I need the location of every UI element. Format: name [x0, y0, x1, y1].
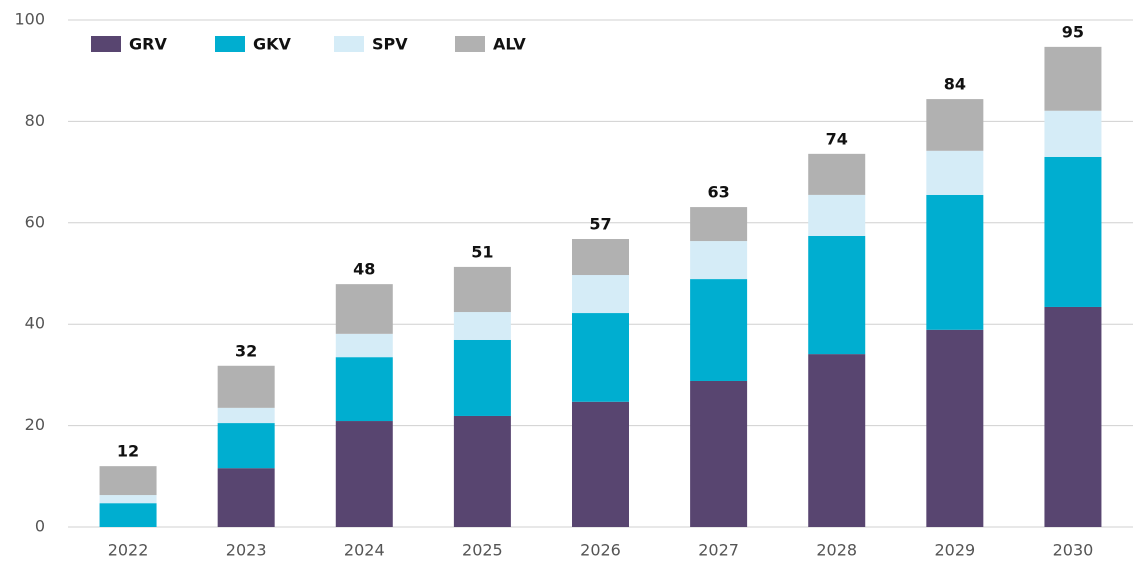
bar-segment — [217, 407, 275, 424]
bar-segment — [335, 333, 393, 358]
bar-segment — [808, 354, 866, 527]
bar-segment — [808, 153, 866, 195]
legend-label: GRV — [129, 35, 167, 54]
bar-segment — [808, 194, 866, 236]
legend-label: GKV — [253, 35, 292, 54]
y-tick-label: 40 — [25, 314, 45, 333]
legend-label: ALV — [493, 35, 526, 54]
x-tick-label: 2026 — [580, 541, 621, 560]
bar-segment — [99, 503, 157, 527]
bar-segment — [217, 423, 275, 469]
bar-segment — [335, 357, 393, 422]
x-tick-label: 2024 — [344, 541, 385, 560]
y-tick-label: 20 — [25, 415, 45, 434]
bar-segment — [453, 266, 511, 313]
legend-swatch — [215, 36, 245, 52]
total-label: 74 — [826, 129, 848, 148]
bar-segment — [1044, 306, 1102, 527]
bar-segment — [572, 313, 629, 402]
bar-segment — [217, 468, 275, 527]
y-tick-label: 100 — [14, 10, 45, 29]
bar-segment — [453, 415, 511, 527]
bar-segment — [690, 279, 748, 381]
total-label: 12 — [117, 442, 139, 461]
total-label: 63 — [707, 183, 729, 202]
bar-segment — [926, 194, 984, 330]
bar-segment — [1044, 156, 1102, 307]
bar-segment — [335, 421, 393, 527]
y-tick-label: 60 — [25, 212, 45, 231]
total-label: 32 — [235, 341, 257, 360]
x-tick-label: 2022 — [108, 541, 149, 560]
bar-segment — [453, 339, 511, 416]
total-label: 95 — [1062, 22, 1084, 41]
x-tick-label: 2029 — [934, 541, 975, 560]
bar-segment — [690, 380, 748, 527]
legend-swatch — [91, 36, 121, 52]
legend-swatch — [455, 36, 485, 52]
bar-segment — [99, 466, 157, 496]
x-tick-label: 2030 — [1053, 541, 1094, 560]
bar-segment — [690, 241, 748, 280]
total-label: 84 — [944, 75, 966, 94]
bar-segment — [572, 401, 629, 527]
x-tick-label: 2028 — [816, 541, 857, 560]
x-tick-label: 2027 — [698, 541, 739, 560]
legend-swatch — [334, 36, 364, 52]
bar-segment — [572, 239, 629, 276]
bar-segment — [217, 365, 275, 408]
total-label: 51 — [471, 242, 493, 261]
bar-segment — [99, 495, 157, 504]
bar-segment — [926, 150, 984, 195]
bar-segment — [808, 235, 866, 355]
bar-segment — [335, 284, 393, 334]
bar-segment — [572, 275, 629, 314]
bar-segment — [926, 329, 984, 527]
total-label: 48 — [353, 260, 375, 279]
bar-segment — [453, 312, 511, 340]
y-tick-label: 0 — [35, 517, 45, 536]
x-tick-label: 2023 — [226, 541, 267, 560]
legend-label: SPV — [372, 35, 408, 54]
bar-segment — [1044, 110, 1102, 157]
bar-segment — [1044, 46, 1102, 111]
x-tick-label: 2025 — [462, 541, 503, 560]
bar-segment — [926, 99, 984, 151]
total-label: 57 — [589, 215, 611, 234]
y-tick-label: 80 — [25, 111, 45, 130]
bar-segment — [690, 207, 748, 242]
